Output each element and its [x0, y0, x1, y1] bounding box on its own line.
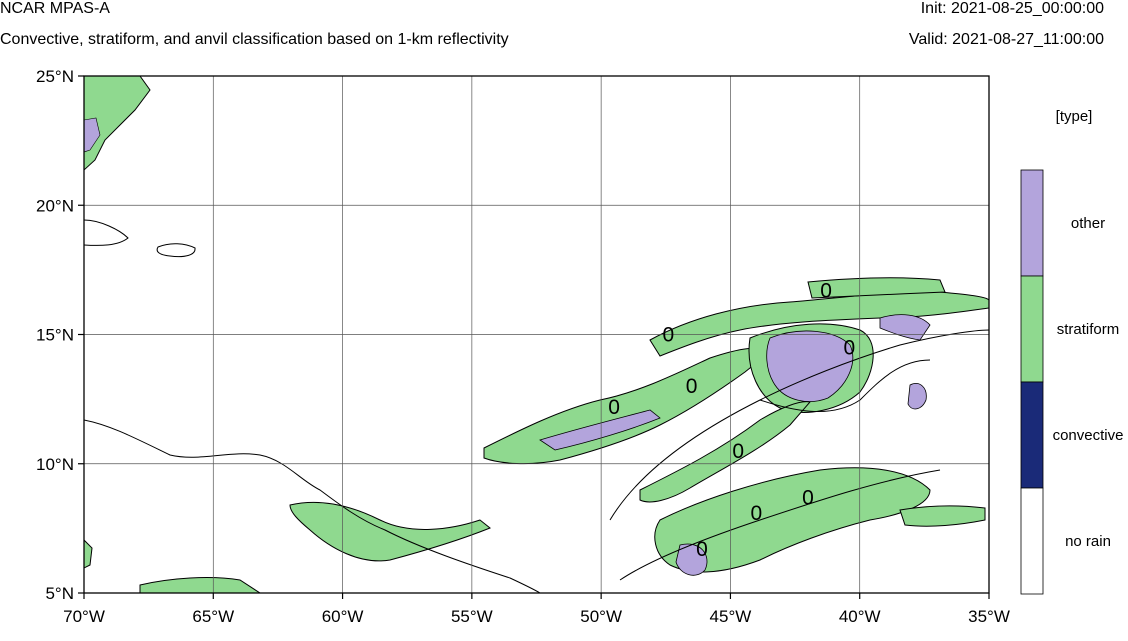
- lon-tick-label: 65°W: [192, 607, 234, 626]
- valid-time: Valid: 2021-08-27_11:00:00: [908, 31, 1104, 48]
- legend-label: stratiform: [1057, 321, 1120, 338]
- other-cluster-southeast: [675, 543, 708, 576]
- contour-label: 0: [820, 280, 832, 303]
- lon-tick-label: 35°W: [968, 607, 1010, 626]
- lat-tick-label: 25°N: [36, 67, 74, 86]
- legend-label: other: [1071, 215, 1105, 232]
- lon-tick-label: 55°W: [451, 607, 493, 626]
- rain-band-lower-middle: [639, 401, 811, 503]
- map-axes: 70°W 65°W 60°W 55°W 50°W 45°W 40°W 35°W 25°N 20°N…: [36, 67, 1010, 626]
- lat-tick-label: 5°N: [45, 584, 74, 603]
- figure-title: NCAR MPAS-A: [0, 0, 110, 17]
- contour-label: 0: [732, 440, 744, 463]
- other-area-nw-corner: [84, 117, 101, 153]
- init-time: Init: 2021-08-25_00:00:00: [920, 0, 1104, 17]
- other-band-west: [539, 409, 661, 451]
- lat-tick-label: 10°N: [36, 455, 74, 474]
- contour-label: 0: [750, 502, 762, 525]
- contour-label: 0: [663, 324, 675, 347]
- contour-label: 0: [802, 486, 814, 509]
- island-large: [156, 243, 196, 258]
- coastline-south-america: [84, 419, 541, 593]
- map-grid: [84, 76, 989, 593]
- legend-label: no rain: [1065, 533, 1111, 550]
- rain-patch-far-southeast: [899, 505, 986, 527]
- zero-contour-outer: [609, 329, 989, 521]
- legend-swatch: [1020, 275, 1044, 383]
- lat-tick-label: 15°N: [36, 326, 74, 345]
- legend-label: convective: [1053, 427, 1124, 444]
- lon-tick-label: 60°W: [322, 607, 364, 626]
- figure-subtitle: Convective, stratiform, and anvil classi…: [0, 31, 509, 48]
- rain-area-nw-corner: [84, 76, 151, 171]
- contour-label: 0: [844, 336, 856, 359]
- legend: [type] other stratiform convective no rain: [1020, 108, 1124, 595]
- other-east-patch: [907, 383, 927, 410]
- contour-label: 0: [686, 375, 698, 398]
- lon-tick-label: 45°W: [710, 607, 752, 626]
- rain-band-upper: [649, 291, 989, 357]
- legend-swatch: [1020, 381, 1044, 489]
- lon-tick-label: 70°W: [63, 607, 105, 626]
- legend-swatch: [1020, 487, 1044, 595]
- precip-fields: [84, 76, 989, 593]
- rain-patch-west-edge: [84, 539, 93, 569]
- legend-swatch: [1020, 169, 1044, 277]
- zero-contour-southeast: [619, 469, 941, 581]
- rain-cluster-southeast: [654, 467, 931, 573]
- contour-labels: 0 0 0 0 0 0 0 0 0: [608, 280, 855, 562]
- contour-label: 0: [608, 396, 620, 419]
- other-central-blob: [766, 330, 854, 402]
- rain-coastal-band: [289, 501, 491, 562]
- rain-patch-south-left: [139, 577, 261, 593]
- island-coast-fragment: [84, 219, 129, 246]
- lon-tick-label: 40°W: [839, 607, 881, 626]
- contour-label: 0: [696, 538, 708, 561]
- other-upper-right: [879, 314, 931, 341]
- legend-title: [type]: [1056, 108, 1093, 125]
- rain-top-ne: [807, 277, 946, 299]
- lat-tick-label: 20°N: [36, 196, 74, 215]
- lon-tick-label: 50°W: [580, 607, 622, 626]
